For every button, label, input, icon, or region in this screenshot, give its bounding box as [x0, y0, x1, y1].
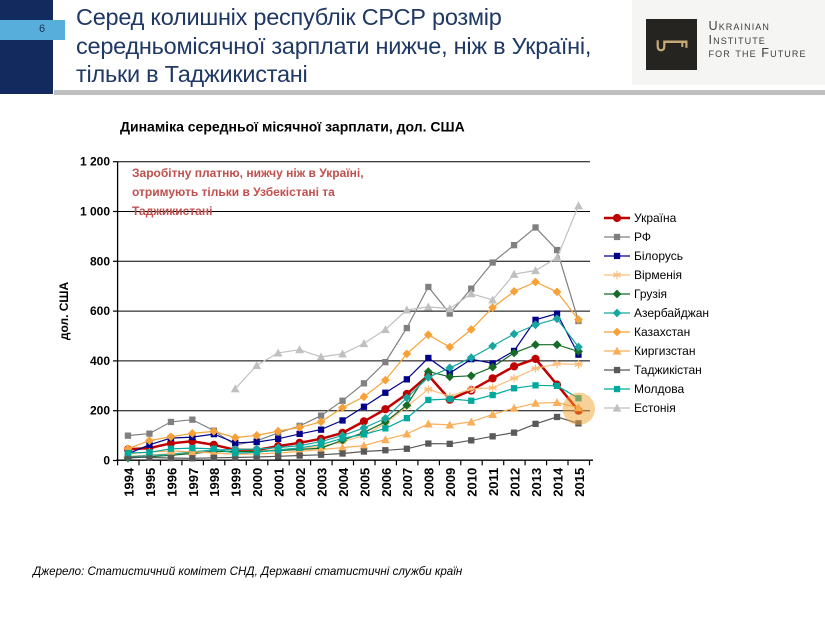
svg-text:2000: 2000: [250, 468, 265, 497]
svg-text:Азербайджан: Азербайджан: [634, 306, 709, 320]
svg-text:Вірменія: Вірменія: [634, 268, 682, 282]
svg-text:200: 200: [90, 404, 110, 418]
svg-text:Таджикістан: Таджикістан: [634, 363, 702, 377]
svg-text:Казахстан: Казахстан: [634, 325, 690, 339]
svg-text:Естонія: Естонія: [634, 401, 676, 415]
svg-text:1998: 1998: [207, 468, 222, 497]
svg-text:дол. США: дол. США: [57, 282, 71, 341]
svg-text:2002: 2002: [293, 468, 308, 497]
svg-text:Молдова: Молдова: [634, 382, 684, 396]
svg-text:Динаміка середньої місячної за: Динаміка середньої місячної зарплати, до…: [120, 119, 465, 135]
svg-text:2014: 2014: [550, 467, 565, 497]
svg-text:1994: 1994: [121, 467, 136, 497]
svg-text:1996: 1996: [164, 468, 179, 497]
svg-text:800: 800: [90, 254, 110, 268]
svg-text:2006: 2006: [379, 468, 394, 497]
svg-text:2008: 2008: [422, 468, 437, 497]
svg-text:400: 400: [90, 354, 110, 368]
svg-text:1 200: 1 200: [80, 155, 110, 169]
svg-text:2010: 2010: [465, 468, 480, 497]
svg-text:Таджикистані: Таджикистані: [132, 204, 212, 218]
svg-text:Білорусь: Білорусь: [634, 249, 683, 263]
svg-text:2005: 2005: [357, 468, 372, 497]
svg-text:1995: 1995: [143, 468, 158, 497]
svg-text:2009: 2009: [443, 468, 458, 497]
svg-text:Киргизстан: Киргизстан: [634, 344, 695, 358]
svg-text:Україна: Україна: [634, 211, 677, 225]
svg-text:Грузія: Грузія: [634, 287, 667, 301]
svg-text:2015: 2015: [572, 468, 587, 497]
svg-text:2011: 2011: [486, 468, 501, 496]
svg-text:РФ: РФ: [634, 230, 651, 244]
svg-text:1999: 1999: [229, 468, 244, 497]
svg-text:отримують тільки в Узбекістані: отримують тільки в Узбекістані та: [132, 185, 335, 199]
svg-text:2003: 2003: [314, 468, 329, 497]
svg-text:Заробітну платню, нижчу ніж в: Заробітну платню, нижчу ніж в Україні,: [132, 166, 364, 180]
svg-text:1997: 1997: [186, 468, 201, 497]
svg-text:0: 0: [103, 454, 110, 468]
svg-text:1 000: 1 000: [80, 205, 110, 219]
svg-text:2004: 2004: [336, 467, 351, 497]
svg-text:600: 600: [90, 304, 110, 318]
svg-text:Джерело: Статистичний комітет: Джерело: Статистичний комітет СНД, Держа…: [31, 565, 463, 578]
svg-text:2012: 2012: [508, 468, 523, 497]
svg-text:2013: 2013: [529, 468, 544, 497]
svg-text:2007: 2007: [400, 468, 415, 497]
svg-text:2001: 2001: [272, 468, 287, 497]
